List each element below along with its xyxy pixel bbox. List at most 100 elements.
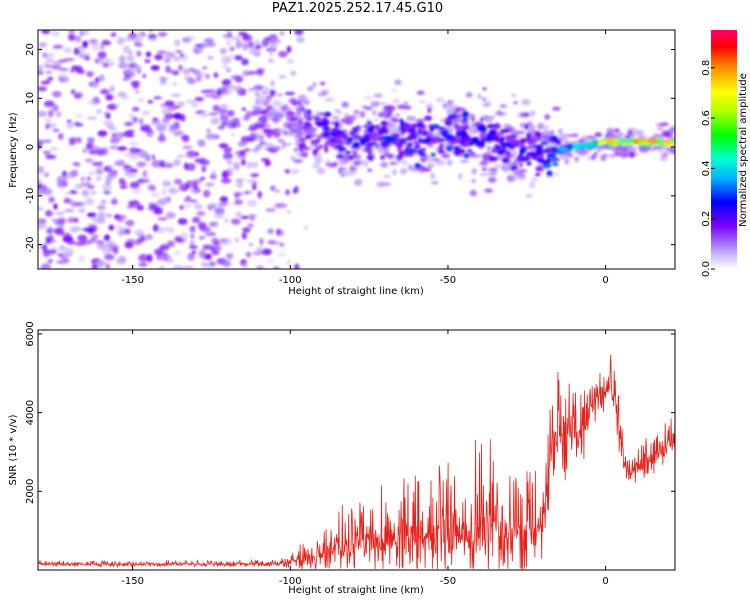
noise-blob	[245, 251, 252, 258]
signal-halo-blob	[400, 167, 408, 175]
signal-core-blob	[304, 134, 313, 140]
noise-blob	[86, 239, 92, 244]
signal-core-blob	[338, 149, 342, 153]
noise-blob	[126, 204, 135, 209]
spec-ytick-label: 0	[25, 144, 36, 150]
noise-blob	[153, 248, 165, 256]
signal-halo-blob	[549, 130, 555, 135]
noise-blob	[117, 230, 125, 237]
noise-blob	[145, 51, 152, 58]
signal-halo-blob	[311, 81, 317, 88]
spectrogram-xlabel: Height of straight line (km)	[288, 286, 424, 297]
noise-blob	[173, 250, 181, 255]
noise-blob	[102, 183, 112, 192]
colorbar-label: Normalized spectral amplitude	[738, 73, 749, 227]
noise-blob	[183, 265, 194, 269]
noise-blob	[179, 53, 185, 58]
signal-halo-blob	[256, 95, 266, 99]
noise-blob	[83, 190, 89, 199]
signal-halo-blob	[497, 111, 505, 116]
signal-halo-blob	[441, 153, 451, 159]
noise-blob	[176, 101, 186, 107]
signal-halo-blob	[349, 163, 354, 170]
signal-core-blob	[421, 147, 427, 152]
signal-halo-blob	[324, 97, 335, 102]
noise-blob	[267, 228, 274, 234]
noise-blob	[218, 143, 229, 149]
signal-halo-blob	[275, 92, 284, 97]
signal-core-blob	[314, 120, 323, 125]
noise-blob	[51, 30, 60, 37]
noise-blob	[278, 75, 286, 79]
noise-blob	[146, 128, 153, 133]
signal-core-blob	[327, 133, 332, 140]
noise-blob	[40, 263, 51, 269]
noise-blob	[247, 223, 254, 229]
signal-halo-blob	[396, 146, 403, 152]
noise-blob	[222, 260, 232, 268]
noise-blob	[82, 30, 89, 36]
signal-halo-blob	[364, 106, 373, 111]
noise-blob	[105, 263, 111, 269]
signal-halo-blob	[635, 129, 644, 136]
noise-blob	[241, 107, 247, 112]
signal-core-blob	[424, 115, 433, 121]
noise-blob	[279, 243, 285, 247]
noise-blob	[130, 80, 141, 86]
signal-halo-blob	[351, 149, 358, 154]
signal-core-blob	[323, 131, 331, 136]
signal-halo-blob	[427, 107, 432, 114]
signal-halo-blob	[446, 108, 454, 115]
signal-core-blob	[518, 162, 524, 168]
signal-halo-blob	[627, 146, 637, 153]
noise-blob	[165, 211, 176, 219]
noise-blob	[186, 163, 196, 171]
noise-blob	[286, 210, 292, 214]
noise-blob	[184, 76, 194, 81]
noise-blob	[69, 226, 79, 233]
noise-blob	[204, 38, 214, 44]
signal-halo-blob	[628, 131, 633, 136]
signal-core-blob	[460, 129, 465, 133]
noise-blob	[246, 199, 258, 207]
noise-blob	[102, 248, 111, 255]
signal-core-blob	[445, 135, 450, 142]
signal-halo-blob	[657, 127, 665, 132]
noise-blob	[246, 161, 253, 169]
noise-blob	[270, 37, 278, 42]
signal-core-blob	[598, 140, 607, 145]
noise-blob	[133, 43, 144, 47]
noise-blob	[135, 66, 142, 71]
noise-blob	[286, 259, 292, 266]
snr-xtick-label: -100	[279, 576, 302, 587]
signal-halo-blob	[593, 155, 599, 161]
noise-blob	[150, 65, 160, 71]
signal-core-blob	[460, 148, 465, 154]
signal-halo-blob	[525, 194, 533, 198]
signal-halo-blob	[471, 168, 477, 175]
noise-blob	[41, 30, 51, 35]
signal-core-blob	[522, 155, 531, 161]
signal-halo-blob	[564, 158, 569, 165]
signal-core-blob	[534, 131, 542, 138]
noise-blob	[129, 112, 134, 121]
signal-core-blob	[486, 123, 495, 129]
noise-blob	[70, 89, 76, 95]
signal-core-blob	[511, 139, 521, 145]
signal-halo-blob	[521, 99, 531, 106]
noise-blob	[124, 241, 134, 249]
snr-xtick-label: -150	[121, 576, 144, 587]
signal-halo-blob	[379, 155, 386, 160]
noise-blob	[129, 147, 139, 155]
signal-core-blob	[505, 135, 513, 140]
noise-blob	[142, 170, 148, 178]
noise-blob	[247, 40, 254, 49]
noise-blob	[192, 182, 199, 191]
noise-blob	[123, 165, 134, 173]
signal-halo-blob	[481, 167, 487, 172]
noise-blob	[246, 70, 258, 75]
noise-blob	[138, 117, 144, 125]
noise-blob	[109, 85, 115, 93]
noise-blob	[178, 64, 183, 71]
signal-halo-blob	[267, 146, 275, 152]
